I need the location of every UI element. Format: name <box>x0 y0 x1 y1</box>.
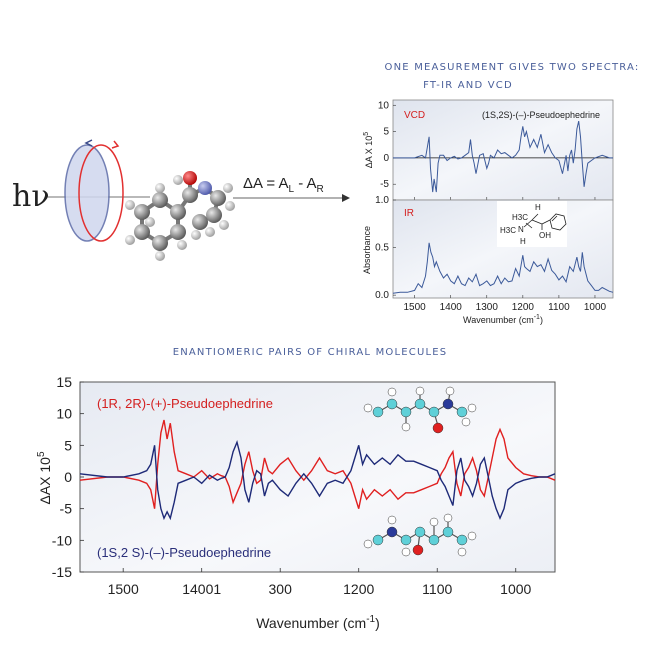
caption-top-line1: ONE MEASUREMENT GIVES TWO SPECTRA: <box>385 62 640 73</box>
enantiomer-y-tick-label: 10 <box>56 406 72 422</box>
ir-y-tick-label: 0.5 <box>375 243 389 254</box>
vcd-y-tick-label: 10 <box>378 100 390 111</box>
ir-x-tick-label: 1000 <box>584 302 607 313</box>
enantiomer-y-tick-label: -5 <box>60 501 73 517</box>
chem-oh: OH <box>539 231 551 240</box>
vcd-y-tick-label: 0 <box>383 153 389 164</box>
ir-panel: 1.0 0.5 0.0 1500 1400 1300 1200 1100 1000 IR Abs… <box>362 195 614 325</box>
ir-y-tick-label: 0.0 <box>375 290 389 301</box>
enantiomer-y-tick-label: -10 <box>52 532 72 548</box>
enantiomer-x-tick-label: 14001 <box>182 581 221 597</box>
ir-axis: 1.0 0.5 0.0 1500 1400 1300 1200 1100 1000 <box>375 195 606 313</box>
caption-top-line2: FT-IR AND VCD <box>423 80 513 91</box>
polarization-ellipse-red <box>78 144 124 242</box>
chem-n: N <box>518 225 524 234</box>
chem-h3c-top: H3C <box>512 213 528 222</box>
ir-x-tick-label: 1100 <box>548 302 570 313</box>
enantiomer-x-tick-label: 300 <box>269 581 293 597</box>
enantiomer-y-tick-label: 0 <box>64 469 72 485</box>
enantiomer-x-tick-label: 1500 <box>108 581 139 597</box>
vcd-series-line <box>393 120 613 193</box>
vcd-compound-label: (1S,2S)-(–)-Pseudoephedrine <box>482 110 600 120</box>
vcd-panel: 10 5 0 -5 VCD (1S,2S)-(–)-Pseudoephedrine Δ… <box>363 99 614 201</box>
chem-h-top: H <box>535 203 541 212</box>
enantiomer-plot-area <box>79 381 556 573</box>
rotation-arrow-red-icon <box>111 140 120 149</box>
chem-h3c-left: H3C <box>500 226 516 235</box>
polarization-ellipse-blue <box>64 144 110 242</box>
vcd-label: VCD <box>404 110 425 121</box>
enantiomer-y-tick-label: 15 <box>56 374 72 390</box>
ir-x-tick-label: 1400 <box>440 302 463 313</box>
hv-label: hν <box>12 179 50 214</box>
enantiomer-y-axis-label: ΔAX 105 <box>36 451 53 505</box>
ir-series-line <box>392 242 614 294</box>
caption-bottom: ENANTIOMERIC PAIRS OF CHIRAL MOLECULES <box>173 347 448 358</box>
enantiomer-axis: 15 10 5 0 -5 -10 -15 1500 14001 300 1200 1100 1000 <box>52 374 532 597</box>
enantiomer-chart: 15 10 5 0 -5 -10 -15 1500 14001 300 1200 1100 1000 (… <box>36 374 556 631</box>
enantiomer-x-axis-label: Wavenumber (cm-1) <box>256 614 380 631</box>
series-line-1s2s <box>79 439 556 521</box>
ir-x-tick-label: 1300 <box>476 302 499 313</box>
arrow-right-icon <box>342 194 350 202</box>
enantiomer-x-tick-label: 1100 <box>422 581 452 597</box>
ir-structure-image: H3C H3C N H H OH <box>497 201 567 247</box>
ir-x-tick-label: 1500 <box>404 302 427 313</box>
enantiomer-y-tick-label: 5 <box>64 437 72 453</box>
legend-1s2s: (1S,2 S)-(–)-Pseudoephedrine <box>97 545 271 560</box>
ir-label: IR <box>404 208 414 219</box>
chem-h-bottom: H <box>520 237 526 246</box>
legend-1r2r: (1R, 2R)-(+)-Pseudoephedrine <box>97 396 273 411</box>
enantiomer-y-tick-label: -15 <box>52 564 72 580</box>
enantiomer-x-tick-label: 1200 <box>343 581 374 597</box>
ir-x-tick-label: 1200 <box>512 302 535 313</box>
molecule-3d-image <box>125 171 235 261</box>
vcd-y-axis-label: ΔA X 105 <box>363 132 374 169</box>
molecule-1s2s-image <box>363 513 477 557</box>
rotation-arrow-icon <box>84 139 93 147</box>
equation: ΔA = AL - AR <box>243 175 324 195</box>
vcd-y-tick-label: 5 <box>383 127 389 138</box>
molecule-1r2r-image <box>363 386 477 434</box>
ir-y-tick-label: 1.0 <box>375 195 389 206</box>
schematic: hν <box>12 139 350 261</box>
ir-y-axis-label: Absorbance <box>362 226 372 274</box>
vcd-y-tick-label: -5 <box>380 179 389 190</box>
series-line-1r2r <box>79 419 556 509</box>
ir-x-axis-label: Wavenumber (cm-1) <box>463 314 543 325</box>
enantiomer-x-tick-label: 1000 <box>500 581 531 597</box>
